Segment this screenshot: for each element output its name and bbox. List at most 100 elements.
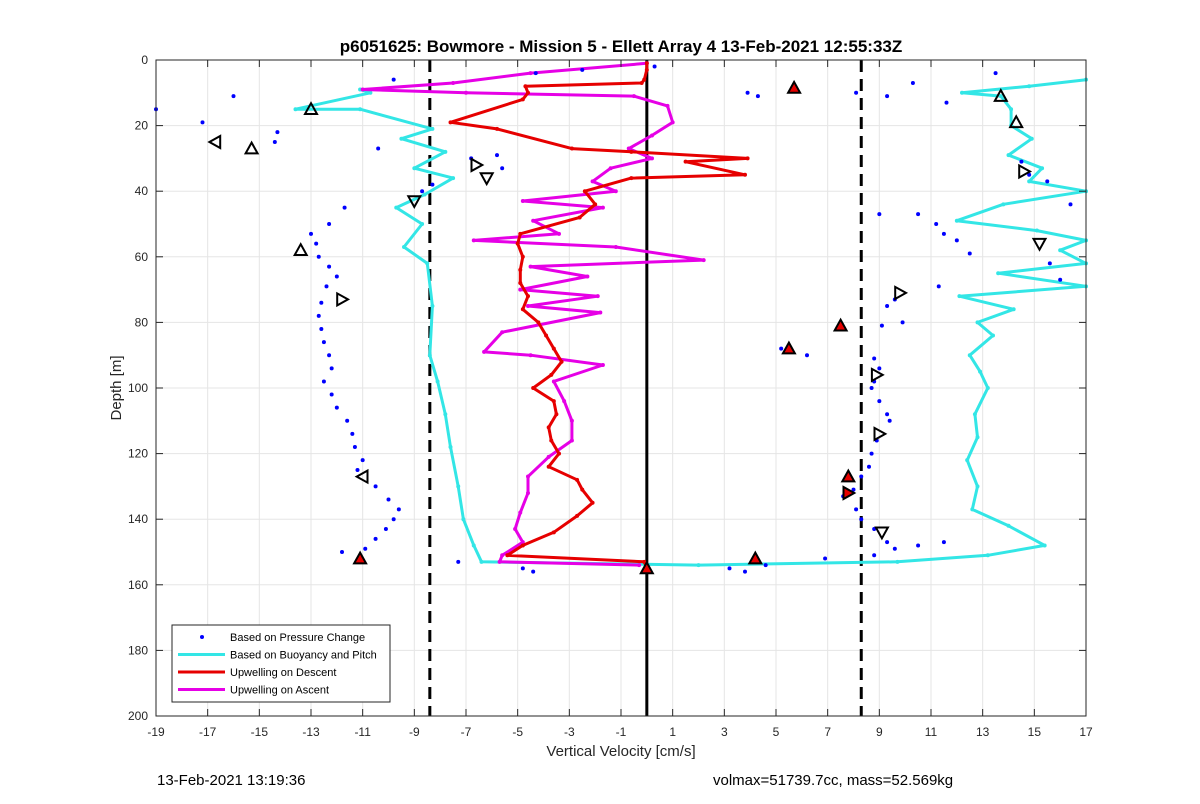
pressure-point xyxy=(885,94,890,99)
pressure-point xyxy=(329,392,334,397)
triangle-marker-down xyxy=(1031,237,1048,252)
series-point xyxy=(526,304,530,308)
x-tick-label: -15 xyxy=(251,725,269,739)
pressure-point xyxy=(350,431,355,436)
pressure-point xyxy=(954,238,959,243)
y-tick-label: 100 xyxy=(128,381,148,395)
series-point xyxy=(978,369,983,374)
series-point xyxy=(569,438,574,443)
series-point xyxy=(559,359,564,364)
pressure-point xyxy=(944,100,949,105)
triangle-marker-up xyxy=(352,550,368,565)
legend: Based on Pressure Change Based on Buoyanc… xyxy=(171,624,391,703)
series-point xyxy=(456,484,461,489)
series-point xyxy=(967,353,972,358)
series-point xyxy=(960,90,964,95)
pressure-point xyxy=(941,231,946,236)
series-point xyxy=(549,372,554,377)
pressure-point xyxy=(327,353,332,358)
x-tick-label: 11 xyxy=(925,725,938,739)
series-point xyxy=(600,205,605,210)
series-line xyxy=(449,63,750,569)
series-point xyxy=(582,189,587,194)
pressure-point xyxy=(872,356,877,361)
series-point xyxy=(518,267,523,272)
pressure-point xyxy=(877,399,882,404)
series-point xyxy=(972,412,977,417)
series-point xyxy=(399,136,404,141)
pressure-point xyxy=(533,71,538,76)
series-point xyxy=(642,559,647,564)
series-point xyxy=(513,527,518,532)
pressure-point xyxy=(334,274,339,279)
y-axis-ticks: 0 20 40 60 80 100 120 140 160 180 200 xyxy=(128,53,1086,723)
series-point xyxy=(650,133,654,138)
x-tick-label: 17 xyxy=(1079,725,1093,739)
footer-stats: volmax=51739.7cc, mass=52.569kg xyxy=(713,772,954,789)
series-point xyxy=(696,563,701,568)
series-point xyxy=(975,484,980,489)
pressure-point xyxy=(580,67,585,72)
series-point xyxy=(526,474,530,479)
series-point xyxy=(985,553,990,558)
pressure-point xyxy=(319,326,324,331)
series-point xyxy=(1001,202,1006,207)
pressure-point xyxy=(916,543,921,548)
pressure-point xyxy=(872,553,877,558)
triangle-marker-up xyxy=(786,79,802,94)
pressure-point xyxy=(329,366,334,371)
pressure-point xyxy=(885,412,890,417)
series-point xyxy=(500,553,505,558)
series-point xyxy=(569,418,574,423)
series-point xyxy=(613,189,618,194)
pressure-point xyxy=(376,146,381,151)
series-point xyxy=(526,90,530,95)
pressure-point xyxy=(859,517,864,522)
series-point xyxy=(644,67,649,72)
series-point xyxy=(577,215,582,220)
pressure-point xyxy=(319,300,324,305)
pressure-point xyxy=(727,566,732,571)
series-point xyxy=(422,192,427,197)
pressure-point xyxy=(373,484,378,489)
pressure-point xyxy=(373,536,378,541)
triangle-marker-up xyxy=(243,140,260,155)
series-point xyxy=(515,241,520,246)
series-point xyxy=(600,363,605,368)
series-point xyxy=(551,379,556,384)
x-tick-label: -17 xyxy=(199,725,217,739)
pressure-point xyxy=(386,497,391,502)
series-point xyxy=(569,146,574,151)
x-tick-label: 5 xyxy=(773,725,780,739)
series-point xyxy=(557,451,561,456)
pressure-point xyxy=(275,130,280,135)
pressure-point xyxy=(531,569,536,574)
pressure-point xyxy=(200,120,205,125)
series-point xyxy=(495,126,499,131)
triangle-marker-right xyxy=(336,291,351,308)
series-point xyxy=(520,307,525,312)
pressure-point xyxy=(383,527,388,532)
series-point xyxy=(613,244,618,249)
pressure-point xyxy=(805,353,809,358)
series-point xyxy=(520,199,525,204)
pressure-point xyxy=(272,140,277,144)
x-axis-label: Vertical Velocity [cm/s] xyxy=(546,743,695,760)
triangle-marker-up xyxy=(832,317,849,332)
triangle-marker-left xyxy=(354,468,369,485)
x-tick-label: -9 xyxy=(409,725,420,739)
pressure-point xyxy=(851,487,856,492)
triangle-marker-up xyxy=(639,560,655,575)
y-tick-label: 140 xyxy=(128,512,148,526)
pressure-change-points xyxy=(154,64,1073,574)
series-point xyxy=(471,238,476,243)
series-point xyxy=(575,477,580,482)
pressure-point xyxy=(456,559,461,564)
triangle-marker-right xyxy=(870,367,885,383)
series-point xyxy=(970,507,975,512)
series-point xyxy=(435,379,440,384)
pressure-point xyxy=(779,346,784,351)
legend-swatch xyxy=(200,635,204,639)
pressure-point xyxy=(420,189,425,194)
x-tick-label: 15 xyxy=(1028,725,1042,739)
